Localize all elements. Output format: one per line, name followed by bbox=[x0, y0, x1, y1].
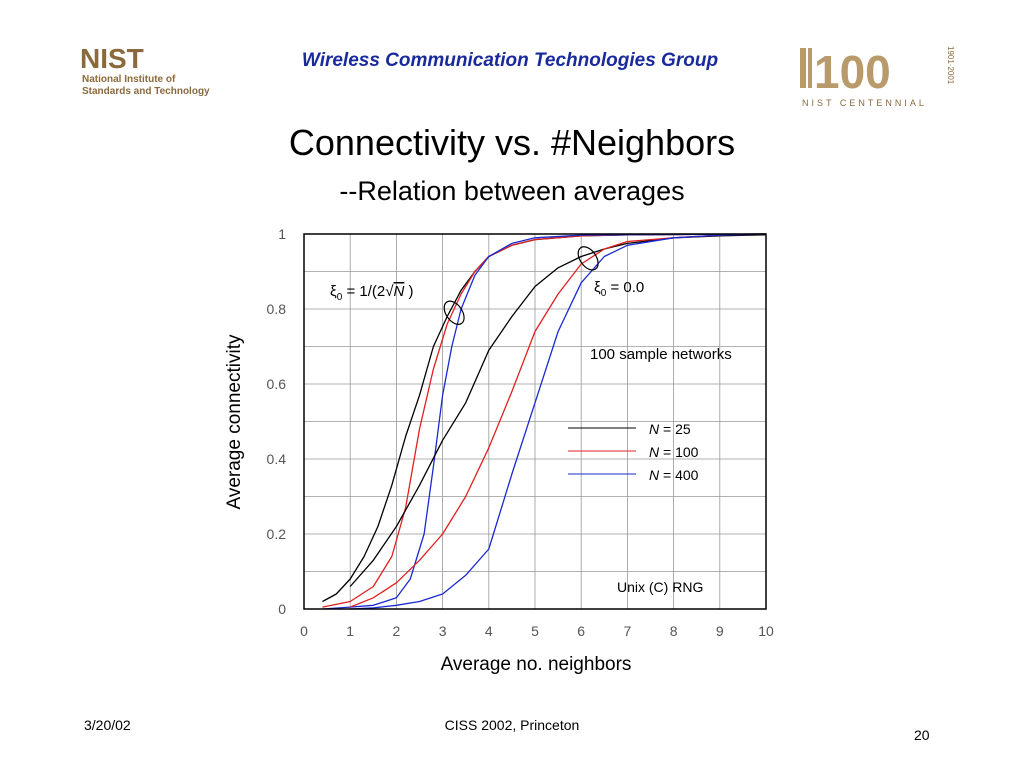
x-axis-label: Average no. neighbors bbox=[441, 654, 632, 675]
x-tick-label: 3 bbox=[439, 623, 447, 639]
chart-ticks: 0 1 2 3 4 5 6 7 8 9 10 0 0.2 0.4 0.6 0.8 1 bbox=[267, 226, 774, 639]
footer-date: 3/20/02 bbox=[84, 717, 131, 733]
x-tick-label: 8 bbox=[670, 623, 678, 639]
centennial-logo-graphic: 100 NIST CENTENNIAL 1901·2001 bbox=[800, 46, 955, 108]
y-tick-label: 0.8 bbox=[267, 301, 287, 317]
y-tick-label: 0.6 bbox=[267, 376, 287, 392]
nist-logo-mark: NIST bbox=[80, 43, 144, 74]
series-line-xi-zero-25 bbox=[349, 234, 767, 587]
centennial-years: 1901·2001 bbox=[946, 46, 955, 85]
x-tick-label: 1 bbox=[346, 623, 354, 639]
ellipse-marker bbox=[443, 300, 465, 325]
plot-frame bbox=[303, 233, 767, 610]
x-tick-label: 7 bbox=[624, 623, 632, 639]
x-tick-label: 0 bbox=[300, 623, 308, 639]
x-tick-label: 9 bbox=[716, 623, 724, 639]
slide-title: Connectivity vs. #Neighbors bbox=[288, 122, 736, 163]
x-tick-label: 5 bbox=[531, 623, 539, 639]
series-line-xi-sqrt-400 bbox=[322, 233, 767, 610]
series-line-xi-sqrt-100 bbox=[322, 233, 767, 608]
xi-zero-annotation: ξ0 = 0.0 bbox=[594, 279, 644, 299]
footer-conference: CISS 2002, Princeton bbox=[444, 717, 580, 733]
chart-series-layer bbox=[322, 233, 767, 610]
chart-legend: N = 25 N = 100 N = 400 bbox=[568, 421, 699, 483]
x-tick-label: 10 bbox=[758, 623, 774, 639]
samples-annotation: 100 sample networks bbox=[590, 346, 732, 363]
x-tick-label: 6 bbox=[577, 623, 585, 639]
series-line-xi-zero-400 bbox=[350, 233, 767, 610]
chart-ellipse-markers bbox=[443, 246, 599, 325]
y-tick-label: 0.4 bbox=[267, 451, 287, 467]
page-number: 20 bbox=[914, 727, 930, 743]
nist-centennial-logo: 100 NIST CENTENNIAL 1901·2001 bbox=[798, 40, 958, 112]
ellipse-marker bbox=[577, 246, 599, 271]
y-axis-label: Average connectivity bbox=[224, 334, 245, 509]
slide-subtitle: --Relation between averages bbox=[339, 176, 685, 206]
xi-formula-annotation: ξ0 = 1/(2√N ) bbox=[330, 283, 413, 303]
y-tick-label: 1 bbox=[278, 226, 286, 242]
x-tick-label: 2 bbox=[393, 623, 401, 639]
legend-label-n400: N = 400 bbox=[649, 467, 699, 483]
series-line-xi-zero-100 bbox=[349, 233, 767, 608]
centennial-mark: 100 bbox=[814, 46, 891, 98]
nist-logo-line1: National Institute of bbox=[82, 74, 176, 85]
rng-annotation: Unix (C) RNG bbox=[617, 579, 703, 595]
legend-label-n25: N = 25 bbox=[649, 421, 691, 437]
centennial-stripe bbox=[808, 48, 812, 88]
legend-label-n100: N = 100 bbox=[649, 444, 699, 460]
y-tick-label: 0 bbox=[278, 601, 286, 617]
centennial-stripe bbox=[800, 48, 806, 88]
y-tick-label: 0.2 bbox=[267, 526, 287, 542]
group-header: Wireless Communication Technologies Grou… bbox=[301, 50, 719, 71]
centennial-caption: NIST CENTENNIAL bbox=[802, 98, 927, 108]
nist-logo-graphic: NIST National Institute of Standards and… bbox=[80, 43, 210, 97]
nist-logo: NIST National Institute of Standards and… bbox=[78, 42, 228, 102]
x-tick-label: 4 bbox=[485, 623, 493, 639]
nist-logo-line2: Standards and Technology bbox=[82, 86, 210, 97]
